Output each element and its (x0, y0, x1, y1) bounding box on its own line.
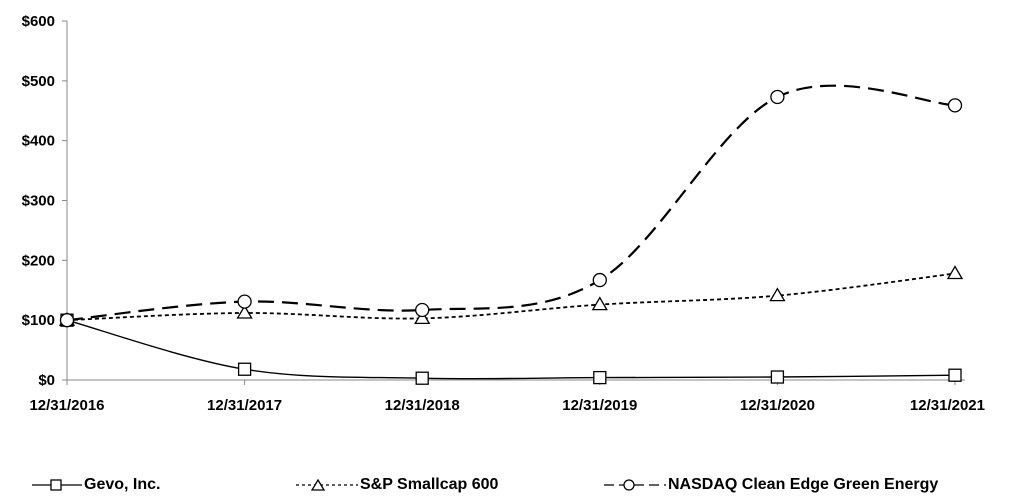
x-tick-label: 12/31/2021 (910, 397, 985, 414)
legend-swatch-circle-icon (604, 478, 666, 492)
y-tick-label: $400 (22, 133, 55, 150)
legend-swatch-square-icon (32, 478, 82, 492)
y-tick-label: $500 (22, 73, 55, 90)
y-tick-label: $600 (22, 13, 55, 30)
data-point-circle (949, 99, 962, 112)
data-point-triangle (948, 266, 962, 278)
data-point-square (949, 369, 961, 381)
y-tick-label: $100 (22, 312, 55, 329)
data-point-circle (238, 295, 251, 308)
legend: Gevo, Inc. S&P Smallcap 600 NASDAQ Clean… (0, 476, 1029, 498)
y-tick-label: $0 (38, 372, 55, 389)
data-point-circle (61, 314, 74, 327)
legend-label: NASDAQ Clean Edge Green Energy (668, 476, 938, 494)
legend-item-gevo: Gevo, Inc. (32, 476, 160, 494)
series-line-circle (67, 86, 955, 320)
legend-label: S&P Smallcap 600 (360, 476, 498, 494)
x-tick-label: 12/31/2019 (562, 397, 637, 414)
legend-item-nasdaq-clean-edge: NASDAQ Clean Edge Green Energy (604, 476, 938, 494)
legend-swatch-triangle-icon (296, 478, 358, 492)
data-point-circle (771, 90, 784, 103)
legend-label: Gevo, Inc. (84, 476, 160, 494)
data-point-square (416, 372, 428, 384)
x-tick-labels: 12/31/2016 12/31/2017 12/31/2018 12/31/2019… (29, 397, 985, 414)
y-tick-label: $300 (22, 193, 55, 210)
data-point-square (771, 371, 783, 383)
legend-item-sp600: S&P Smallcap 600 (296, 476, 498, 494)
series-line-square (67, 320, 955, 379)
y-tick-labels: $0 $100 $200 $300 $400 $500 $600 (22, 13, 55, 389)
data-point-triangle (593, 298, 607, 310)
data-point-circle (593, 274, 606, 287)
data-point-square (594, 372, 606, 384)
axes (62, 21, 965, 385)
series-markers (60, 90, 962, 384)
x-tick-label: 12/31/2020 (740, 397, 815, 414)
x-tick-label: 12/31/2018 (385, 397, 460, 414)
y-tick-label: $200 (22, 252, 55, 269)
series-line-triangle (67, 273, 955, 320)
data-point-circle (416, 303, 429, 316)
data-point-square (239, 363, 251, 375)
x-tick-label: 12/31/2016 (29, 397, 104, 414)
x-tick-label: 12/31/2017 (207, 397, 282, 414)
series-lines (67, 86, 955, 379)
